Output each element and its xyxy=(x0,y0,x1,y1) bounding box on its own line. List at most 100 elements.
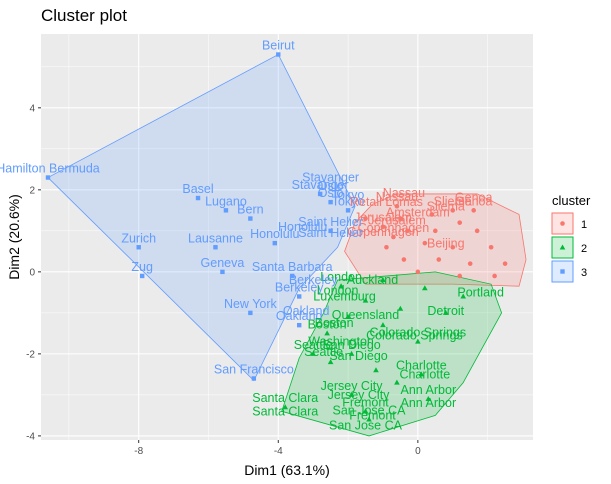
legend-label: 2 xyxy=(581,243,587,255)
point-label: Ann Arbor xyxy=(401,396,457,410)
point-label: Charlotte xyxy=(396,358,447,372)
point-label: Saint Helier xyxy=(298,215,363,229)
y-tick-label: 4 xyxy=(29,103,35,114)
cluster-2-point xyxy=(362,408,369,414)
cluster-1-point xyxy=(474,228,480,234)
point-label: Copenhagen xyxy=(347,225,419,239)
cluster-1-point xyxy=(450,244,456,250)
point-label: Jersey City xyxy=(321,379,384,393)
y-tick-label: -4 xyxy=(26,431,35,442)
point-label: Jersey City xyxy=(328,388,391,402)
legend-label: 1 xyxy=(581,219,587,231)
point-label: Santa Clara xyxy=(252,404,318,418)
point-label: Retail Lomas xyxy=(350,195,423,209)
cluster-1-point xyxy=(492,273,497,279)
cluster-3-point xyxy=(248,310,253,316)
y-tick-label: 0 xyxy=(29,267,35,278)
point-label: Stavanger xyxy=(292,178,349,192)
point-label: Oslo xyxy=(318,186,344,200)
legend-item-2: 2 xyxy=(551,236,587,259)
cluster-3-point xyxy=(248,216,253,221)
cluster-2-point xyxy=(282,404,289,410)
point-label: Nassau xyxy=(383,186,425,200)
cluster-2-point xyxy=(348,350,355,356)
cluster-1-point xyxy=(450,208,456,213)
cluster-3-point xyxy=(220,269,225,275)
cluster-3-point xyxy=(136,245,141,250)
cluster-3-point xyxy=(139,273,145,279)
point-label: Tokyo xyxy=(332,194,365,208)
y-tick-label: -2 xyxy=(26,349,35,360)
point-label: Boston xyxy=(308,317,347,331)
cluster-3-point xyxy=(276,52,281,57)
point-label: Santa Clara xyxy=(252,391,318,405)
point-label: Portland xyxy=(457,285,504,299)
point-label: San Diego xyxy=(322,338,380,352)
cluster-1-point xyxy=(398,216,403,221)
legend-label: 3 xyxy=(581,267,587,279)
cluster-3-point xyxy=(297,294,302,299)
point-label: Auckland xyxy=(347,273,398,287)
cluster-2-point xyxy=(380,277,386,283)
legend-item-3: 3 xyxy=(551,260,587,283)
cluster-2-point xyxy=(362,297,369,303)
cluster-2-point xyxy=(394,379,400,385)
cluster-1-point xyxy=(415,269,421,275)
x-tick-label: -8 xyxy=(134,446,143,457)
legend: cluster 1 2 3 xyxy=(551,193,591,283)
point-label: Queensland xyxy=(332,308,399,322)
data-points xyxy=(45,52,508,422)
cluster-1-point xyxy=(391,234,396,240)
point-labels: Nassau GenoaSliemaJerusalemCopenhagenLond… xyxy=(0,39,504,433)
cluster-2-point xyxy=(425,395,432,401)
cluster-1-point xyxy=(488,244,494,250)
point-label: Fremont xyxy=(349,408,396,422)
cluster-2-point xyxy=(373,367,379,373)
legend-title: cluster xyxy=(552,193,591,208)
cluster-3-point xyxy=(328,199,333,205)
point-label: Tokyo xyxy=(332,188,365,202)
point-label: New York xyxy=(224,297,278,311)
cluster-1-point xyxy=(394,203,400,209)
point-label: San Diego xyxy=(329,349,387,363)
cluster-3-point xyxy=(45,175,51,180)
point-label: Geneva xyxy=(201,256,245,270)
cluster-1-point xyxy=(422,240,428,246)
cluster-3-point xyxy=(317,191,323,197)
point-label: Seattle xyxy=(294,338,333,352)
cluster-2-point xyxy=(397,305,404,311)
point-label: San Jose CA xyxy=(333,403,407,417)
point-label: Zug xyxy=(131,260,153,274)
cluster-3-point xyxy=(223,208,229,213)
point-label: Washington xyxy=(308,335,374,349)
cluster-1-point xyxy=(457,220,463,225)
cluster-1-point xyxy=(384,244,389,250)
y-tick-label: 2 xyxy=(29,185,35,196)
point-label: London xyxy=(317,283,359,297)
point-label: Jerusalem xyxy=(368,214,426,228)
point-label: Amsterdam xyxy=(386,205,450,219)
cluster-2-point xyxy=(415,338,421,344)
point-label: Lausanne xyxy=(188,231,243,245)
x-tick-label: -4 xyxy=(274,446,283,457)
x-axis-title: Dim1 (63.1%) xyxy=(244,462,330,478)
cluster-2-point xyxy=(310,350,316,356)
point-label: Oakland xyxy=(276,309,323,323)
point-label: Lugano xyxy=(205,194,247,208)
cluster-1-point xyxy=(405,228,410,234)
point-label: Genoa xyxy=(455,190,493,204)
point-label: Basel xyxy=(182,182,213,196)
y-axis-title: Dim2 (20.6%) xyxy=(6,194,22,280)
point-label: Colorado Springs xyxy=(370,326,467,340)
point-label: Hamilton Bermuda xyxy=(0,162,100,176)
cluster-1-point xyxy=(457,273,463,279)
point-label: Berkeley xyxy=(275,280,324,294)
point-label: Boston xyxy=(315,316,354,330)
cluster-2-point xyxy=(380,322,386,328)
legend-item-1: 1 xyxy=(551,212,587,235)
point-label: Oakland xyxy=(283,304,330,318)
cluster-1-point xyxy=(363,216,368,221)
cluster-2-point xyxy=(442,309,449,315)
cluster-3-point xyxy=(213,245,218,250)
cluster-3-point xyxy=(251,376,257,381)
